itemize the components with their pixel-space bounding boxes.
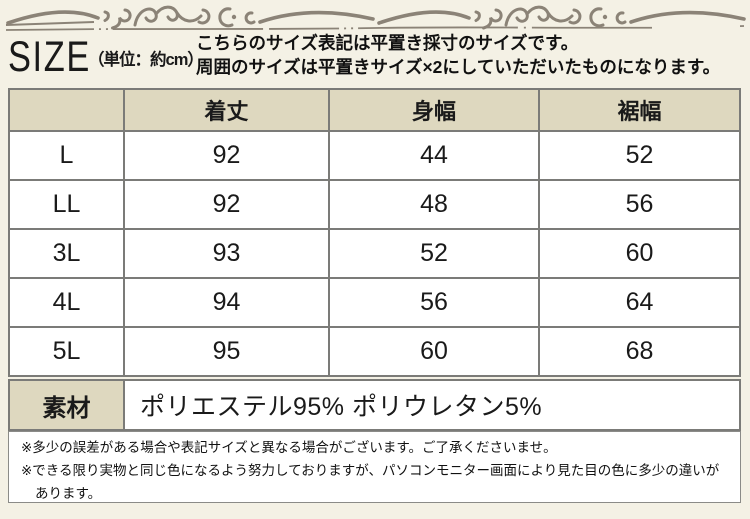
corner-cell bbox=[8, 88, 125, 132]
table-row: L 92 44 52 bbox=[8, 130, 741, 181]
table-row: LL 92 48 56 bbox=[8, 179, 741, 230]
size-label-cell: 5L bbox=[8, 326, 125, 377]
size-value-cell: 93 bbox=[123, 228, 330, 279]
size-value-cell: 52 bbox=[328, 228, 540, 279]
size-label-cell: 4L bbox=[8, 277, 125, 328]
notes-box: ※多少の誤差がある場合や表記サイズと異なる場合がございます。ご了承くださいませ。… bbox=[8, 431, 741, 503]
size-description: こちらのサイズ表記は平置き採寸のサイズです。 周囲のサイズは平置きサイズ×2にし… bbox=[196, 32, 720, 79]
size-value-cell: 60 bbox=[538, 228, 741, 279]
header: SIZE （単位：約cm） こちらのサイズ表記は平置き採寸のサイズです。 周囲の… bbox=[8, 30, 748, 86]
size-value-cell: 56 bbox=[538, 179, 741, 230]
table-header-row: 着丈 身幅 裾幅 bbox=[8, 88, 741, 132]
size-heading: SIZE （単位：約cm） bbox=[8, 33, 204, 82]
column-header-cell: 着丈 bbox=[123, 88, 330, 132]
size-value-cell: 64 bbox=[538, 277, 741, 328]
size-value-cell: 48 bbox=[328, 179, 540, 230]
size-table: 着丈 身幅 裾幅 L 92 44 52 LL 92 48 56 3L 93 52 60 4L 94 56 64 5L 9… bbox=[8, 88, 741, 377]
size-title: SIZE bbox=[8, 33, 91, 81]
column-header-cell: 裾幅 bbox=[538, 88, 741, 132]
column-header-cell: 身幅 bbox=[328, 88, 540, 132]
note-line: ※できる限り実物と同じ色になるよう努力しておりますが、パソコンモニター画面により… bbox=[21, 463, 720, 501]
material-value-cell: ポリエステル95% ポリウレタン5% bbox=[123, 379, 741, 431]
material-row: 素材 ポリエステル95% ポリウレタン5% bbox=[8, 379, 741, 431]
unit-label: （単位：約cm） bbox=[88, 51, 204, 69]
note-line: ※多少の誤差がある場合や表記サイズと異なる場合がございます。ご了承くださいませ。 bbox=[21, 440, 557, 455]
table-row: 3L 93 52 60 bbox=[8, 228, 741, 279]
size-label-cell: 3L bbox=[8, 228, 125, 279]
size-description-line1: こちらのサイズ表記は平置き採寸のサイズです。 bbox=[196, 33, 579, 53]
size-label-cell: L bbox=[8, 130, 125, 181]
table-row: 4L 94 56 64 bbox=[8, 277, 741, 328]
material-label-cell: 素材 bbox=[8, 379, 125, 431]
size-table-body: 着丈 身幅 裾幅 L 92 44 52 LL 92 48 56 3L 93 52 60 4L 94 56 64 5L 9… bbox=[8, 88, 741, 377]
size-description-line2: 周囲のサイズは平置きサイズ×2にしていただいたものになります。 bbox=[196, 56, 721, 77]
table-row: 5L 95 60 68 bbox=[8, 326, 741, 377]
size-value-cell: 68 bbox=[538, 326, 741, 377]
size-value-cell: 44 bbox=[328, 130, 540, 181]
size-value-cell: 92 bbox=[123, 179, 330, 230]
size-value-cell: 95 bbox=[123, 326, 330, 377]
size-value-cell: 60 bbox=[328, 326, 540, 377]
size-value-cell: 94 bbox=[123, 277, 330, 328]
size-label-cell: LL bbox=[8, 179, 125, 230]
table-row: 素材 ポリエステル95% ポリウレタン5% bbox=[8, 379, 741, 431]
size-value-cell: 52 bbox=[538, 130, 741, 181]
flourish-divider-icon bbox=[5, 5, 746, 31]
size-value-cell: 56 bbox=[328, 277, 540, 328]
size-value-cell: 92 bbox=[123, 130, 330, 181]
